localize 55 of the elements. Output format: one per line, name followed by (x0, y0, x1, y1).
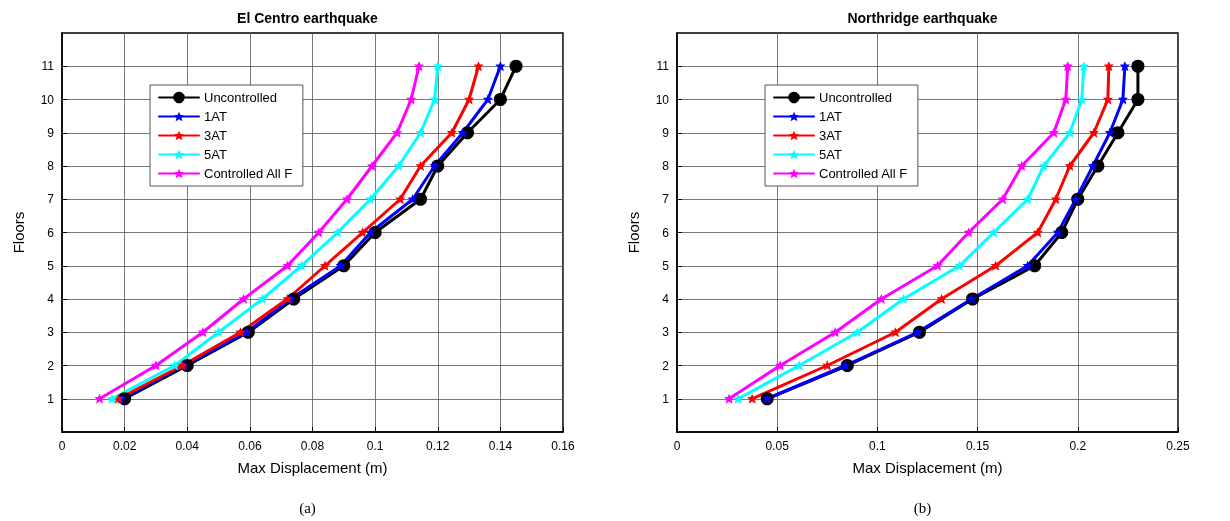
text: (b) (913, 499, 932, 517)
legend-label: Controlled All F (204, 166, 293, 181)
legend-label: 5AT (819, 147, 842, 162)
y-tick-label: 9 (47, 125, 55, 140)
y-tick-label: 1 (662, 391, 670, 406)
chart-title: El Centro earthquake (237, 10, 379, 26)
y-tick-label: 3 (47, 325, 55, 340)
x-tick-label: 0.08 (300, 439, 325, 453)
x-tick-label: 0.05 (765, 439, 790, 453)
y-tick-label: 6 (47, 225, 55, 240)
x-tick-label: 0.14 (488, 439, 513, 453)
y-tick-label: 11 (41, 59, 55, 74)
legend-label: Uncontrolled (204, 90, 277, 105)
y-tick-label: 5 (662, 258, 670, 273)
x-tick-label: 0.06 (238, 439, 262, 453)
legend-label: 1AT (819, 109, 842, 124)
x-tick-label: 0.2 (1069, 439, 1087, 453)
x-tick-label: 0.16 (551, 439, 575, 453)
y-axis-title: Floors (625, 211, 642, 254)
y-tick-label: 2 (662, 358, 670, 373)
y-tick-label: 3 (662, 325, 670, 340)
y-tick-label: 4 (47, 292, 55, 306)
x-tick-label: 0 (58, 439, 66, 453)
x-tick-label: 0.1 (869, 439, 887, 453)
legend-label: Uncontrolled (819, 90, 892, 105)
y-tick-label: 10 (655, 92, 670, 107)
y-tick-label: 7 (47, 192, 55, 207)
text: (a) (299, 499, 316, 517)
chart-title: Northridge earthquake (847, 10, 998, 26)
legend-label: Controlled All F (819, 166, 908, 181)
x-tick-label: 0.15 (965, 439, 990, 453)
x-axis-title: Max Displacement (m) (237, 459, 388, 476)
y-tick-label: 5 (47, 258, 55, 273)
y-tick-label: 11 (656, 59, 670, 74)
x-tick-label: 0.1 (366, 439, 384, 453)
x-tick-label: 0.02 (112, 439, 137, 453)
y-tick-label: 6 (662, 225, 670, 240)
x-tick-label: 0.12 (426, 439, 450, 453)
y-tick-label: 10 (40, 92, 55, 107)
y-tick-label: 7 (662, 192, 670, 207)
x-axis-title: Max Displacement (m) (852, 459, 1003, 476)
legend-label: 5AT (204, 147, 227, 162)
y-axis-title: Floors (10, 211, 27, 254)
x-tick-label: 0 (673, 439, 681, 453)
y-tick-label: 8 (662, 159, 670, 173)
x-tick-label: 0.25 (1166, 439, 1190, 453)
x-tick-label: 0.04 (175, 439, 200, 453)
y-tick-label: 9 (662, 125, 670, 140)
y-tick-label: 8 (47, 159, 55, 173)
y-tick-label: 4 (662, 292, 670, 306)
legend-label: 1AT (204, 109, 227, 124)
legend-label: 3AT (204, 128, 227, 143)
legend-label: 3AT (819, 128, 842, 143)
y-tick-label: 1 (47, 391, 55, 406)
y-tick-label: 2 (47, 358, 55, 373)
